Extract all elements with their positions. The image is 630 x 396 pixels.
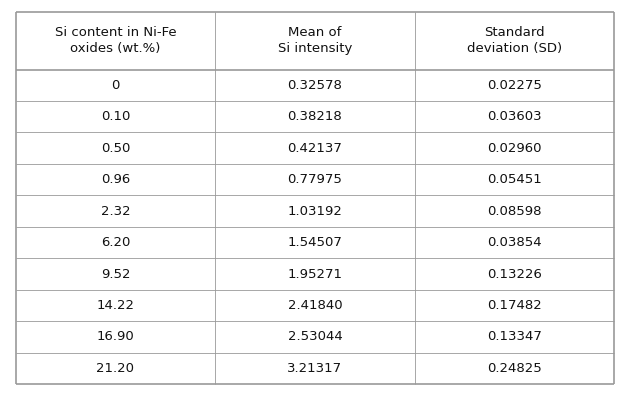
Bar <box>215 353 415 384</box>
Bar <box>16 321 215 353</box>
Bar <box>415 195 614 227</box>
Bar <box>16 133 215 164</box>
Bar <box>415 353 614 384</box>
Bar <box>415 12 614 70</box>
Bar <box>415 290 614 321</box>
Text: 0.02275: 0.02275 <box>487 79 542 92</box>
Bar <box>16 12 215 70</box>
Bar <box>215 195 415 227</box>
Bar <box>16 258 215 290</box>
Text: 1.03192: 1.03192 <box>287 205 343 218</box>
Text: 14.22: 14.22 <box>96 299 134 312</box>
Text: Standard
deviation (SD): Standard deviation (SD) <box>467 26 562 55</box>
Text: 16.90: 16.90 <box>96 330 134 343</box>
Bar <box>16 164 215 195</box>
Text: 9.52: 9.52 <box>101 268 130 280</box>
Text: 0.08598: 0.08598 <box>488 205 542 218</box>
Bar <box>415 258 614 290</box>
Text: 0.17482: 0.17482 <box>487 299 542 312</box>
Text: 0.10: 0.10 <box>101 110 130 123</box>
Text: 2.41840: 2.41840 <box>288 299 342 312</box>
Text: 1.95271: 1.95271 <box>287 268 343 280</box>
Bar <box>215 290 415 321</box>
Bar <box>415 227 614 258</box>
Bar <box>215 12 415 70</box>
Bar <box>16 353 215 384</box>
Text: 0.13226: 0.13226 <box>487 268 542 280</box>
Text: 3.21317: 3.21317 <box>287 362 343 375</box>
Text: 0.03603: 0.03603 <box>487 110 542 123</box>
Bar <box>415 321 614 353</box>
Bar <box>215 258 415 290</box>
Bar <box>215 70 415 101</box>
Bar <box>16 195 215 227</box>
Text: 0.77975: 0.77975 <box>287 173 343 186</box>
Bar <box>415 70 614 101</box>
Text: 0.05451: 0.05451 <box>487 173 542 186</box>
Text: 0.03854: 0.03854 <box>487 236 542 249</box>
Bar <box>16 290 215 321</box>
Bar <box>215 164 415 195</box>
Text: 1.54507: 1.54507 <box>287 236 343 249</box>
Text: 0: 0 <box>112 79 120 92</box>
Text: 2.53044: 2.53044 <box>288 330 342 343</box>
Text: 21.20: 21.20 <box>96 362 134 375</box>
Bar <box>215 227 415 258</box>
Text: 0.13347: 0.13347 <box>487 330 542 343</box>
Text: 0.96: 0.96 <box>101 173 130 186</box>
Text: 2.32: 2.32 <box>101 205 130 218</box>
Text: 0.24825: 0.24825 <box>487 362 542 375</box>
Text: 0.42137: 0.42137 <box>287 142 343 155</box>
Text: 0.38218: 0.38218 <box>288 110 342 123</box>
Text: 6.20: 6.20 <box>101 236 130 249</box>
Bar <box>415 101 614 133</box>
Text: Mean of
Si intensity: Mean of Si intensity <box>278 26 352 55</box>
Bar <box>215 133 415 164</box>
Text: 0.50: 0.50 <box>101 142 130 155</box>
Bar <box>415 133 614 164</box>
Bar <box>215 101 415 133</box>
Bar <box>16 101 215 133</box>
Text: Si content in Ni-Fe
oxides (wt.%): Si content in Ni-Fe oxides (wt.%) <box>55 26 176 55</box>
Bar <box>415 164 614 195</box>
Text: 0.32578: 0.32578 <box>287 79 343 92</box>
Bar <box>215 321 415 353</box>
Bar <box>16 227 215 258</box>
Bar <box>16 70 215 101</box>
Text: 0.02960: 0.02960 <box>488 142 542 155</box>
